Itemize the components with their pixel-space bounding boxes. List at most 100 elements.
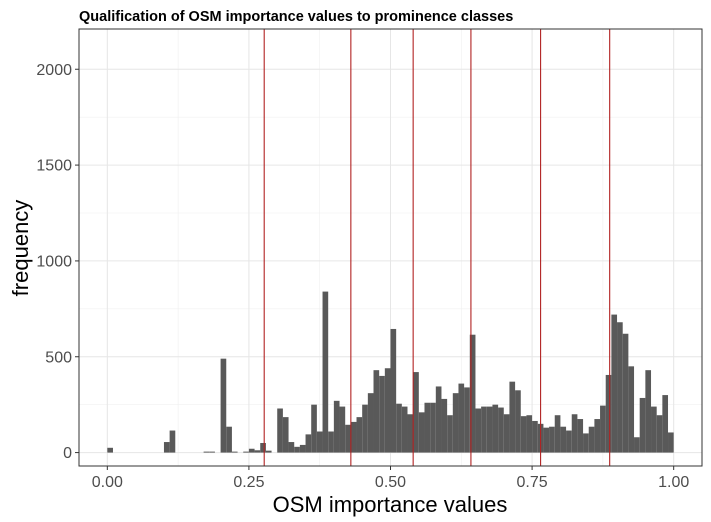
x-tick-label: 0.00 <box>92 474 123 491</box>
histogram-bar <box>220 358 227 453</box>
histogram-bar <box>390 328 397 453</box>
histogram-bar <box>571 414 578 453</box>
histogram-bar <box>294 446 300 453</box>
histogram-bar <box>520 416 527 453</box>
histogram-bar <box>628 366 635 453</box>
histogram-bar <box>299 444 306 453</box>
y-tick-label: 500 <box>45 349 72 366</box>
histogram-bar <box>594 419 601 453</box>
histogram-bar <box>464 387 470 453</box>
histogram-bar <box>549 426 555 453</box>
histogram-bar <box>492 404 499 453</box>
histogram-bar <box>373 370 380 453</box>
y-axis-ticks: 0 500 1000 1500 2000 <box>36 62 79 462</box>
histogram-bar <box>605 374 612 453</box>
histogram-bar <box>333 400 340 453</box>
histogram-bar <box>656 415 663 453</box>
histogram-bar <box>639 397 646 453</box>
histogram-bar <box>407 414 414 453</box>
histogram-bar <box>566 430 572 453</box>
x-axis-title: OSM importance values <box>273 492 508 517</box>
histogram-bar <box>260 443 266 453</box>
histogram-bar <box>362 404 368 453</box>
histogram-bar <box>441 398 448 453</box>
histogram-bar <box>622 333 629 453</box>
histogram-bar <box>554 415 561 453</box>
histogram-bar <box>532 420 538 453</box>
histogram-bar <box>243 451 249 453</box>
histogram-bar <box>322 291 329 453</box>
histogram-bar <box>367 393 374 453</box>
y-tick-label: 1000 <box>36 253 72 270</box>
histogram-bar <box>305 434 312 453</box>
histogram-bar <box>588 426 595 453</box>
histogram-bar <box>265 450 272 453</box>
x-tick-label: 0.50 <box>375 474 406 491</box>
histogram-bar <box>345 424 351 453</box>
histogram-bar <box>226 426 232 453</box>
histogram-bar <box>424 402 431 453</box>
x-tick-label: 0.25 <box>233 474 264 491</box>
histogram-bar <box>617 322 623 453</box>
histogram-bar <box>481 406 487 453</box>
chart-title: Qualification of OSM importance values t… <box>79 9 513 25</box>
histogram-bar <box>577 419 584 453</box>
histogram-bar <box>515 390 521 453</box>
y-tick-label: 1500 <box>36 158 72 175</box>
histogram-bar <box>316 431 323 453</box>
histogram-bar <box>469 334 476 453</box>
histogram-bar <box>413 372 419 453</box>
histogram-bar <box>163 442 170 453</box>
histogram-bar <box>645 370 652 453</box>
class-boundaries <box>263 29 611 466</box>
histogram-bar <box>430 402 436 453</box>
histogram-bar <box>509 381 516 453</box>
histogram-bar <box>458 383 465 453</box>
histogram-bar <box>526 415 533 453</box>
histogram-bar <box>203 451 210 453</box>
histogram-bar <box>277 408 283 453</box>
histogram-bar <box>503 414 510 453</box>
histogram-bar <box>254 450 261 453</box>
histogram-bar <box>401 406 408 453</box>
histogram-bar <box>396 403 402 453</box>
histogram-bar <box>350 421 357 453</box>
histogram-bar <box>384 368 391 453</box>
histogram-bar <box>107 447 113 453</box>
histogram-bars <box>107 291 674 453</box>
x-tick-label: 0.75 <box>517 474 548 491</box>
histogram-bar <box>231 451 238 453</box>
histogram-bar <box>339 406 346 453</box>
histogram-bar <box>600 405 606 453</box>
x-tick-label: 1.00 <box>658 474 689 491</box>
histogram-bar <box>543 427 550 453</box>
histogram-bar <box>560 426 567 453</box>
histogram-bar <box>475 408 482 453</box>
y-tick-label: 2000 <box>36 62 72 79</box>
histogram-bar <box>452 393 459 453</box>
histogram-bar <box>248 448 255 453</box>
histogram-bar <box>209 451 215 453</box>
x-axis-ticks: 0.00 0.25 0.50 0.75 1.00 <box>92 466 689 491</box>
histogram-bar <box>651 406 657 453</box>
histogram-bar <box>668 432 674 453</box>
histogram-bar <box>379 375 385 453</box>
histogram-bar <box>486 406 493 453</box>
histogram-bar <box>634 437 640 453</box>
histogram-bar <box>311 404 317 453</box>
histogram-bar <box>328 431 334 453</box>
histogram-bar <box>583 433 589 453</box>
histogram-bar <box>611 314 618 453</box>
histogram-bar <box>169 430 176 453</box>
histogram-bar <box>356 417 363 453</box>
histogram-bar <box>447 415 453 453</box>
histogram-bar <box>418 412 425 453</box>
y-tick-label: 0 <box>63 445 72 462</box>
histogram-bar <box>498 407 504 453</box>
y-axis-title: frequency <box>8 200 33 297</box>
histogram-bar <box>282 417 289 453</box>
histogram-bar <box>662 395 669 453</box>
histogram-bar <box>435 386 442 453</box>
histogram-bar <box>288 442 295 453</box>
